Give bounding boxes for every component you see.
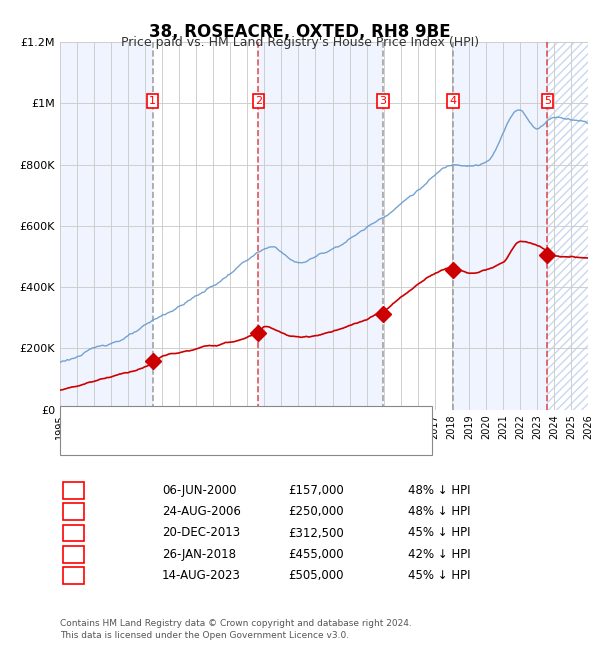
Text: £505,000: £505,000 bbox=[288, 569, 343, 582]
Text: 14-AUG-2023: 14-AUG-2023 bbox=[162, 569, 241, 582]
Text: 4: 4 bbox=[449, 96, 457, 106]
Text: This data is licensed under the Open Government Licence v3.0.: This data is licensed under the Open Gov… bbox=[60, 630, 349, 640]
Bar bbox=[60, 42, 152, 409]
Text: £250,000: £250,000 bbox=[288, 505, 344, 518]
Text: 26-JAN-2018: 26-JAN-2018 bbox=[162, 548, 236, 561]
Text: 45% ↓ HPI: 45% ↓ HPI bbox=[408, 526, 470, 539]
Bar bbox=[152, 42, 259, 409]
Text: 4: 4 bbox=[69, 548, 77, 561]
Text: 48% ↓ HPI: 48% ↓ HPI bbox=[408, 484, 470, 497]
Text: 2: 2 bbox=[69, 505, 77, 518]
Text: Price paid vs. HM Land Registry's House Price Index (HPI): Price paid vs. HM Land Registry's House … bbox=[121, 36, 479, 49]
Text: 38, ROSEACRE, OXTED, RH8 9BE: 38, ROSEACRE, OXTED, RH8 9BE bbox=[149, 23, 451, 41]
Bar bbox=[547, 42, 588, 409]
Text: 45% ↓ HPI: 45% ↓ HPI bbox=[408, 569, 470, 582]
Bar bbox=[547, 42, 588, 409]
Text: 3: 3 bbox=[380, 96, 386, 106]
Text: £312,500: £312,500 bbox=[288, 526, 344, 539]
Text: £455,000: £455,000 bbox=[288, 548, 344, 561]
Text: 24-AUG-2006: 24-AUG-2006 bbox=[162, 505, 241, 518]
Text: 06-JUN-2000: 06-JUN-2000 bbox=[162, 484, 236, 497]
Text: 1: 1 bbox=[149, 96, 156, 106]
Text: Contains HM Land Registry data © Crown copyright and database right 2024.: Contains HM Land Registry data © Crown c… bbox=[60, 619, 412, 628]
Text: 48% ↓ HPI: 48% ↓ HPI bbox=[408, 505, 470, 518]
Text: £157,000: £157,000 bbox=[288, 484, 344, 497]
Text: 42% ↓ HPI: 42% ↓ HPI bbox=[408, 548, 470, 561]
Text: 20-DEC-2013: 20-DEC-2013 bbox=[162, 526, 240, 539]
Text: 3: 3 bbox=[69, 526, 77, 539]
Text: 1: 1 bbox=[69, 484, 77, 497]
Bar bbox=[383, 42, 453, 409]
Text: 38, ROSEACRE, OXTED, RH8 9BE (detached house): 38, ROSEACRE, OXTED, RH8 9BE (detached h… bbox=[105, 415, 389, 425]
Bar bbox=[259, 42, 383, 409]
Text: 5: 5 bbox=[69, 569, 77, 582]
Text: 5: 5 bbox=[544, 96, 551, 106]
Bar bbox=[453, 42, 547, 409]
Text: HPI: Average price, detached house, Tandridge: HPI: Average price, detached house, Tand… bbox=[105, 436, 366, 447]
Text: 2: 2 bbox=[255, 96, 262, 106]
